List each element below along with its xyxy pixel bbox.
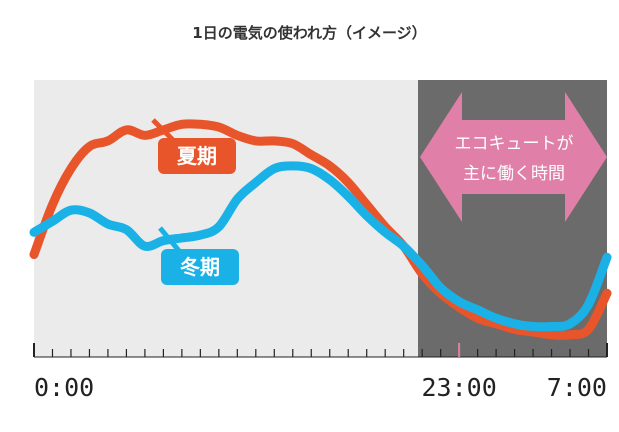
winter-label-text: 冬期	[180, 255, 220, 279]
summer-label-box	[158, 138, 236, 174]
x-tick-label: 23:00	[421, 373, 496, 402]
series-line-summer	[29, 119, 612, 340]
x-tick-label: 0:00	[34, 373, 94, 402]
x-axis: 0:00 23:00 7:00	[33, 343, 608, 402]
chart-title: 1日の電気の使われ方（イメージ）	[192, 24, 427, 42]
ecocute-label-line1: エコキュートが	[455, 134, 574, 154]
summer-label: 夏期	[151, 118, 236, 174]
winter-label-leader	[158, 226, 182, 254]
x-tick-label: 7:00	[547, 373, 607, 402]
winter-label-box	[161, 249, 239, 285]
series-layer	[29, 119, 612, 340]
double-arrow-icon	[420, 92, 607, 222]
summer-label-text: 夏期	[177, 144, 217, 168]
ecocute-arrow: エコキュートが 主に働く時間	[420, 92, 607, 222]
series-line-winter	[29, 161, 612, 332]
ecocute-label-line2: 主に働く時間	[463, 164, 565, 184]
winter-label: 冬期	[158, 226, 239, 285]
